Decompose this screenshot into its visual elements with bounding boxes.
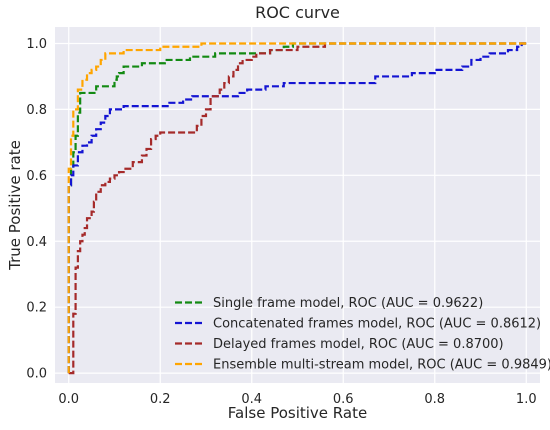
x-axis-label: False Positive Rate (228, 404, 367, 422)
legend-label: Concatenated frames model, ROC (AUC = 0.… (213, 317, 541, 332)
chart-title: ROC curve (255, 3, 340, 22)
y-tick-label: 0.4 (26, 235, 47, 250)
x-tick-label: 0.4 (241, 392, 262, 407)
x-tick-label: 0.2 (150, 392, 171, 407)
legend-label: Delayed frames model, ROC (AUC = 0.8700) (213, 337, 504, 352)
y-tick-labels: 0.0 0.2 0.4 0.6 0.8 1.0 (26, 37, 47, 382)
x-tick-label: 0.8 (424, 392, 445, 407)
y-tick-label: 1.0 (26, 37, 47, 52)
roc-curve-line (67, 42, 527, 374)
legend-label: Single frame model, ROC (AUC = 0.9622) (213, 296, 483, 311)
grid-lines (55, 27, 540, 383)
roc-curve-line (68, 42, 527, 375)
series-layer (67, 42, 527, 375)
x-tick-label: 0.0 (58, 392, 79, 407)
x-tick-labels: 0.0 0.2 0.4 0.6 0.8 1.0 (58, 392, 536, 407)
legend: Single frame model, ROC (AUC = 0.9622) Co… (175, 296, 550, 373)
y-tick-label: 0.8 (26, 103, 47, 118)
y-tick-label: 0.2 (26, 301, 47, 316)
x-tick-label: 1.0 (516, 392, 537, 407)
roc-curve-line (67, 42, 527, 374)
plot-background (55, 27, 540, 383)
legend-label: Ensemble multi-stream model, ROC (AUC = … (213, 358, 550, 373)
y-tick-label: 0.6 (26, 169, 47, 184)
y-axis-label: True Positive rate (6, 140, 24, 271)
x-tick-label: 0.6 (333, 392, 354, 407)
y-tick-label: 0.0 (26, 367, 47, 382)
